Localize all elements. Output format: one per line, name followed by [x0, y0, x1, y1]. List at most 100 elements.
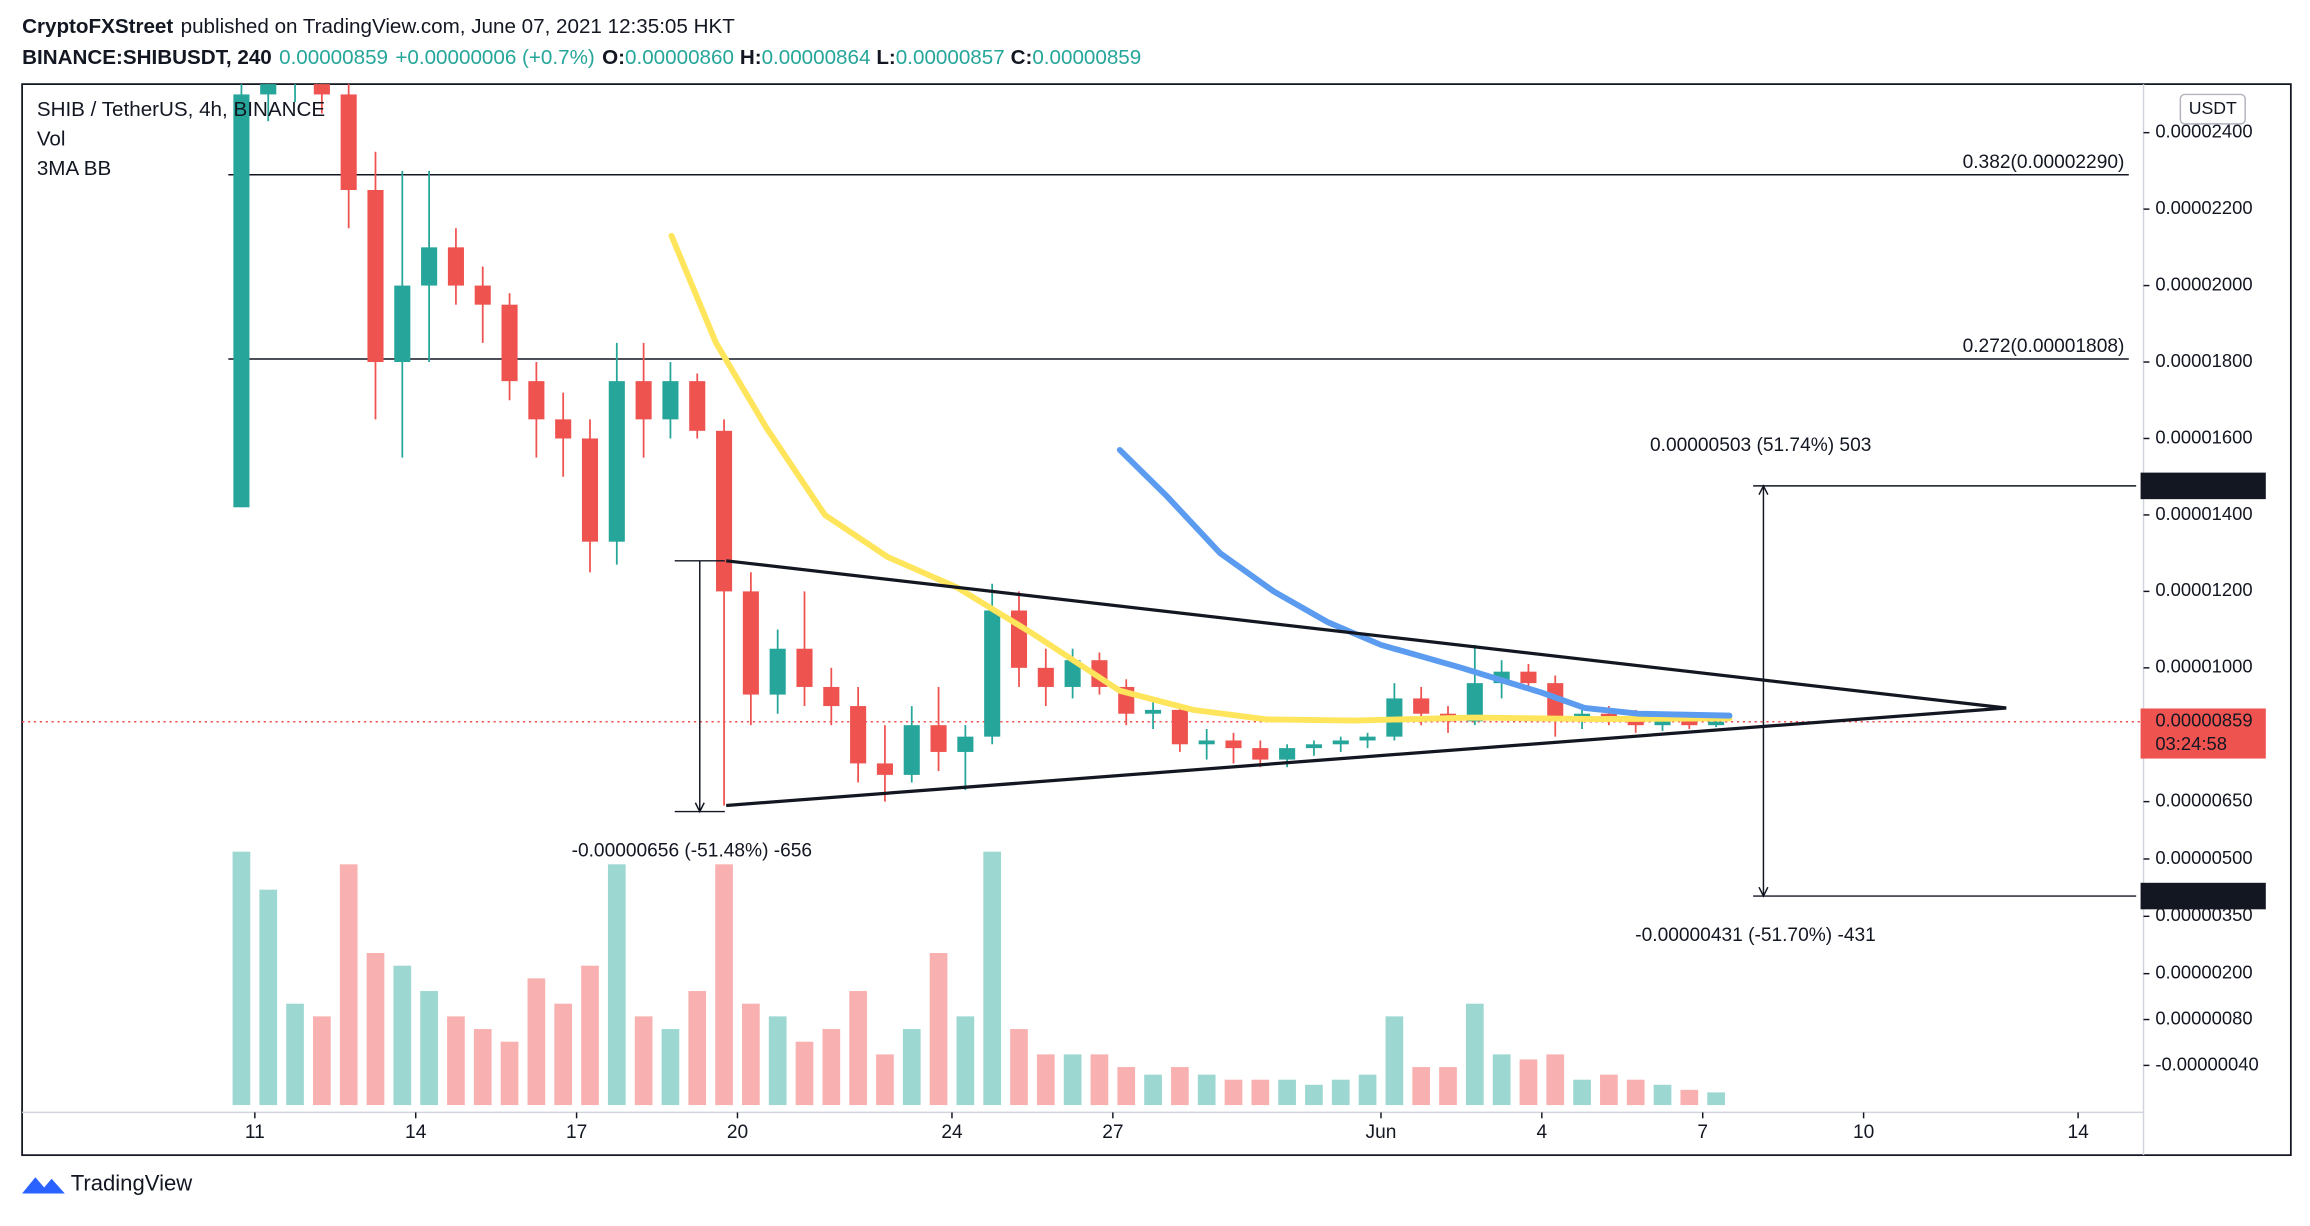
ohlc-value: 0.00000859 — [1032, 47, 1141, 70]
x-tick-label: 24 — [941, 1122, 963, 1143]
candle-body — [394, 285, 411, 363]
candle-body — [796, 648, 813, 687]
ohlc-value: 0.00000864 — [762, 47, 871, 70]
y-tick-label: 0.00001800 — [2155, 350, 2252, 371]
candle-body — [474, 285, 491, 305]
volume-bar — [1680, 1089, 1699, 1106]
volume-bar — [634, 1016, 653, 1106]
measure-label: 0.00000503 (51.74%) 503 — [1650, 435, 1871, 456]
candle-body — [501, 304, 518, 382]
volume-bar — [366, 953, 385, 1106]
y-tick-label: 0.00000200 — [2155, 962, 2252, 983]
volume-bar — [1707, 1092, 1725, 1106]
volume-bar — [956, 1016, 975, 1106]
x-tick-label: 17 — [566, 1122, 587, 1143]
candle-body — [876, 763, 893, 775]
volume-bar — [1251, 1079, 1270, 1106]
volume-bar — [1573, 1079, 1591, 1106]
volume-bar — [929, 953, 948, 1106]
volume-bar — [1305, 1084, 1323, 1106]
legend-title: SHIB / TetherUS, 4h, BINANCE — [37, 98, 325, 121]
candle-body — [1064, 660, 1081, 687]
volume-bar — [1600, 1074, 1618, 1106]
volume-bar — [1439, 1067, 1457, 1106]
volume-bar — [581, 965, 599, 1106]
candle-body — [635, 381, 652, 420]
axes: 0.00002400 0.00002200 0.00002000 0.00001800… — [245, 121, 2266, 1143]
volume-bar — [1546, 1054, 1565, 1106]
y-tick-label: 0.00002200 — [2155, 197, 2252, 218]
candle-body — [340, 94, 357, 191]
candle-body — [1413, 698, 1430, 714]
price-tag — [2140, 472, 2266, 500]
volume-bar — [1063, 1054, 1082, 1106]
y-tick-label: 0.00000500 — [2155, 847, 2252, 868]
candle-body — [313, 84, 330, 95]
x-tick-label: 14 — [2067, 1122, 2089, 1143]
volume-bar — [1117, 1067, 1136, 1106]
volume-bar — [1519, 1059, 1538, 1106]
trendline — [726, 706, 2007, 808]
measure-arrow — [1758, 484, 1769, 496]
volume-bar — [742, 1003, 760, 1106]
volume-bar — [393, 965, 412, 1106]
candle-body — [1305, 744, 1322, 749]
countdown: 03:24:58 — [2155, 733, 2227, 754]
volume-bar — [1385, 1016, 1404, 1106]
candle-body — [742, 591, 759, 695]
candle-body — [367, 190, 384, 363]
volume-bar — [232, 851, 251, 1106]
last-price-tag — [2140, 708, 2266, 759]
x-tick-label: Jun — [1366, 1122, 1397, 1143]
moving-average — [1116, 447, 1733, 719]
volume-bar — [554, 1003, 573, 1106]
candle-body — [421, 247, 438, 286]
measure-arrow — [694, 802, 705, 814]
ohlc-key: L: — [876, 47, 895, 70]
candle-body — [957, 736, 974, 752]
footer-brand: TradingView — [71, 1170, 193, 1195]
candle-body — [769, 648, 786, 695]
price-tag-label: 0.00000403 — [2155, 884, 2252, 905]
x-tick-label: 7 — [1697, 1122, 1708, 1143]
volume-bar — [849, 991, 867, 1106]
candle-body — [447, 247, 464, 286]
candle-body — [1225, 740, 1242, 749]
candle-body — [1654, 721, 1671, 726]
price-tag — [2140, 882, 2266, 910]
volume-bar — [339, 864, 358, 1106]
candle-body — [984, 610, 1001, 737]
candle-body — [555, 419, 572, 439]
volume-bar — [822, 1029, 841, 1106]
x-tick-label: 27 — [1102, 1122, 1123, 1143]
y-tick-label: 0.00000350 — [2155, 904, 2252, 925]
symbol: BINANCE:SHIBUSDT, 240 — [22, 47, 272, 70]
candle-body — [1145, 709, 1162, 714]
volume-bar — [876, 1054, 894, 1106]
candle-body — [1252, 748, 1269, 760]
measure-label: -0.00000656 (-51.48%) -656 — [572, 840, 812, 861]
legend-ma: 3MA BB — [37, 157, 111, 180]
candle-body — [1466, 683, 1483, 722]
pane-border — [21, 83, 2292, 1157]
candle-body — [850, 706, 867, 764]
y-tick-label: 0.00001200 — [2155, 579, 2252, 600]
candle-body — [930, 725, 947, 752]
y-tick-label: 0.00001000 — [2155, 656, 2252, 677]
volume-bar — [983, 851, 1002, 1106]
volume-bar — [447, 1016, 465, 1106]
volume-bar — [527, 978, 546, 1106]
currency: USDT — [2189, 98, 2237, 118]
measure-arrow — [1758, 886, 1769, 898]
volume-bar — [473, 1029, 492, 1106]
volume-bar — [768, 1016, 787, 1106]
ohlc-key: O: — [602, 47, 625, 70]
y-tick-label: 0.00001600 — [2155, 426, 2252, 447]
plot-area: 0.382(0.00002290) 0.272(0.00001808) — [22, 84, 2144, 1106]
candle-body — [233, 94, 250, 508]
candle-body — [1037, 667, 1054, 687]
currency-box[interactable] — [2179, 93, 2246, 125]
symbol-line: BINANCE:SHIBUSDT, 240 0.00000859 +0.000000… — [22, 47, 1141, 70]
